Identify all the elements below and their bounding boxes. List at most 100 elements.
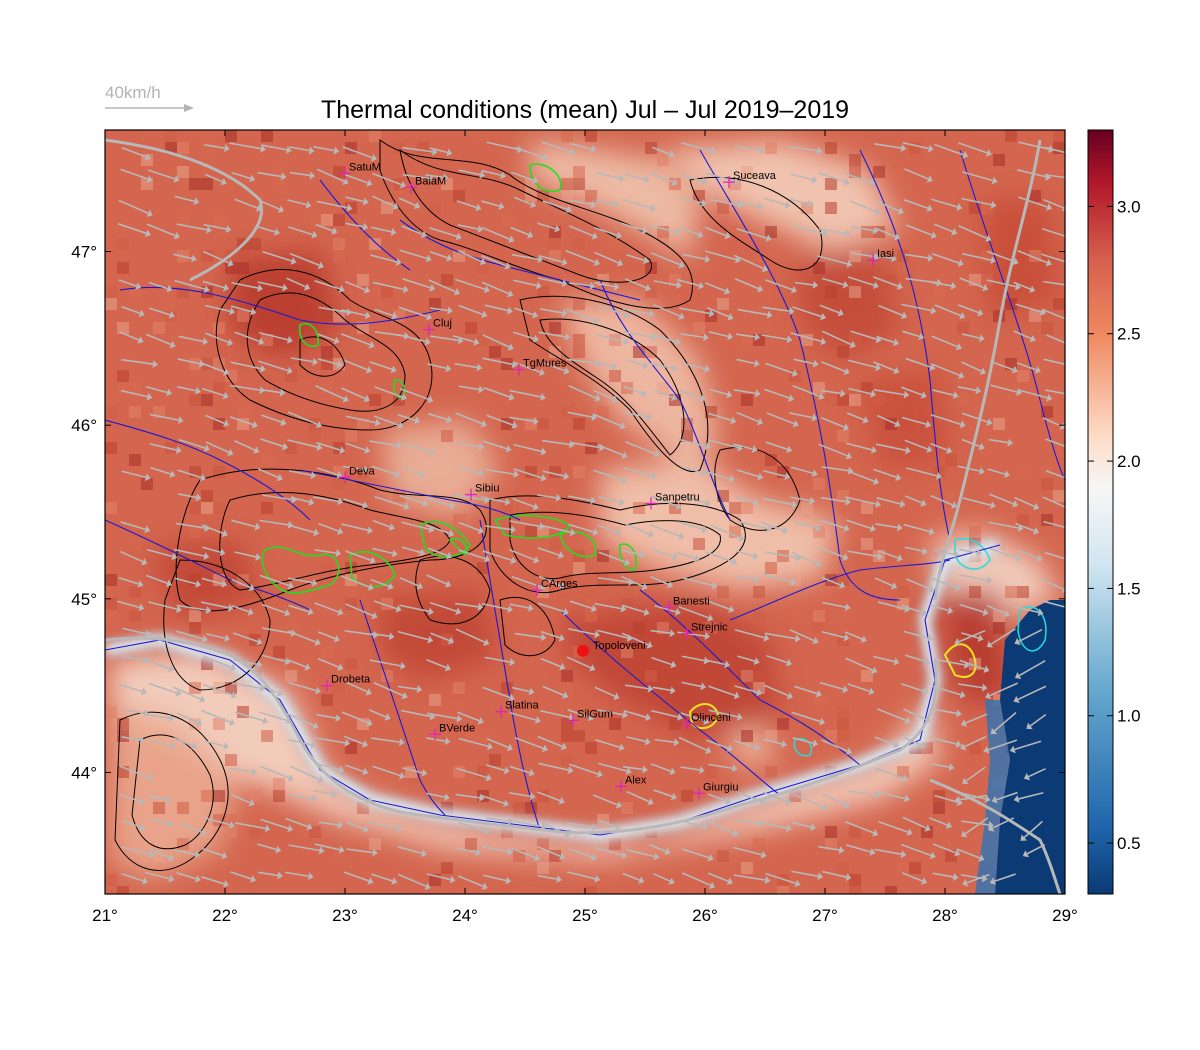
wind-arrow — [929, 576, 961, 592]
wind-arrow — [540, 630, 565, 642]
wind-arrow — [511, 847, 541, 862]
wind-arrow — [401, 546, 426, 557]
wind-arrow — [650, 629, 676, 638]
lat-tick-label: 46° — [71, 416, 97, 435]
wind-arrow — [791, 466, 818, 478]
wind-arrow — [229, 142, 266, 153]
wind-arrow — [959, 548, 983, 557]
wind-arrow — [957, 304, 984, 317]
wind-arrow — [930, 762, 955, 772]
wind-arrow — [542, 200, 572, 213]
wind-arrow — [398, 306, 433, 321]
wind-arrow — [962, 497, 996, 510]
wind-arrow — [846, 519, 876, 533]
wind-arrow — [316, 200, 353, 212]
wind-arrow — [877, 708, 911, 725]
wind-arrow — [144, 871, 175, 883]
wind-arrow — [397, 846, 427, 858]
wind-arrow — [900, 843, 936, 860]
wind-arrow — [290, 765, 324, 784]
wind-arrow — [486, 737, 514, 752]
wind-arrow — [679, 307, 715, 318]
city-marker: Banesti — [663, 596, 710, 614]
wind-arrow — [259, 765, 294, 782]
city-marker: Suceava — [723, 170, 777, 189]
wind-arrow — [791, 711, 826, 726]
wind-arrow — [202, 280, 229, 292]
wind-arrow — [765, 872, 801, 888]
wind-arrow — [173, 548, 210, 560]
wind-arrow — [820, 496, 851, 506]
wind-arrow — [682, 362, 711, 373]
wind-arrow — [623, 710, 651, 722]
wind-arrow — [845, 844, 876, 856]
wind-arrow — [369, 361, 397, 374]
wind-arrow — [594, 361, 618, 371]
wind-arrow — [1013, 685, 1047, 704]
lon-tick-label: 29° — [1052, 906, 1078, 925]
wind-arrow — [542, 362, 570, 375]
wind-arrow — [513, 443, 547, 456]
wind-arrow — [287, 199, 312, 209]
wind-arrow — [595, 738, 625, 752]
wind-arrow — [903, 736, 927, 749]
city-marker: Strejnic — [681, 622, 728, 640]
wind-arrow — [648, 843, 671, 856]
wind-arrow — [681, 142, 717, 155]
wind-arrow — [986, 628, 1016, 648]
lon-tick-label: 24° — [452, 906, 478, 925]
wind-arrow — [762, 791, 792, 806]
wind-arrow — [848, 790, 881, 799]
wind-arrow — [593, 389, 618, 403]
wind-arrow — [761, 306, 795, 316]
wind-arrow — [653, 280, 682, 290]
wind-arrow — [429, 251, 453, 262]
wind-arrow — [176, 223, 212, 234]
wind-arrow — [542, 524, 576, 537]
wind-arrow — [317, 358, 343, 369]
wind-arrow — [708, 331, 734, 341]
wind-arrow — [735, 332, 761, 341]
wind-arrow — [260, 388, 286, 397]
longitude-axis: 21° 22° 23° 24° 25° 26° 27° 28° 29° — [92, 130, 1078, 925]
wind-arrow — [234, 822, 271, 833]
wind-arrow — [401, 442, 436, 456]
wind-arrow — [340, 333, 375, 349]
wind-arrow — [288, 469, 317, 480]
wind-arrow — [201, 524, 228, 538]
wind-arrow — [592, 413, 626, 430]
wind-arrow — [1022, 843, 1046, 858]
wind-arrow — [957, 683, 988, 692]
wind-arrow — [402, 767, 428, 777]
wind-arrow — [905, 253, 934, 262]
wind-arrow — [931, 252, 964, 267]
wind-arrow — [178, 335, 209, 346]
wind-arrow — [345, 550, 376, 565]
wind-arrow — [705, 739, 733, 752]
wind-arrow — [708, 685, 740, 700]
wind-arrow — [458, 521, 484, 535]
wind-arrow — [844, 631, 867, 643]
wind-arrow — [707, 600, 735, 613]
wind-arrow — [453, 335, 480, 346]
city-marker: SilGum — [567, 708, 613, 727]
wind-arrow — [761, 573, 797, 586]
wind-arrow — [568, 281, 596, 290]
wind-arrow — [118, 577, 144, 588]
green-contour — [261, 546, 340, 594]
wind-arrow — [737, 655, 760, 666]
wind-arrow — [876, 335, 899, 347]
wind-arrow — [565, 249, 600, 267]
wind-arrow — [818, 845, 845, 854]
wind-arrow — [930, 442, 953, 454]
wind-arrow — [509, 603, 534, 612]
wind-arrow — [904, 495, 927, 507]
lon-tick-label: 27° — [812, 906, 838, 925]
wind-arrow — [343, 871, 374, 885]
wind-arrow — [202, 250, 234, 267]
wind-arrow — [733, 388, 761, 398]
city-label: Drobeta — [331, 674, 371, 686]
wind-arrow — [204, 740, 229, 750]
wind-arrow — [399, 249, 432, 263]
